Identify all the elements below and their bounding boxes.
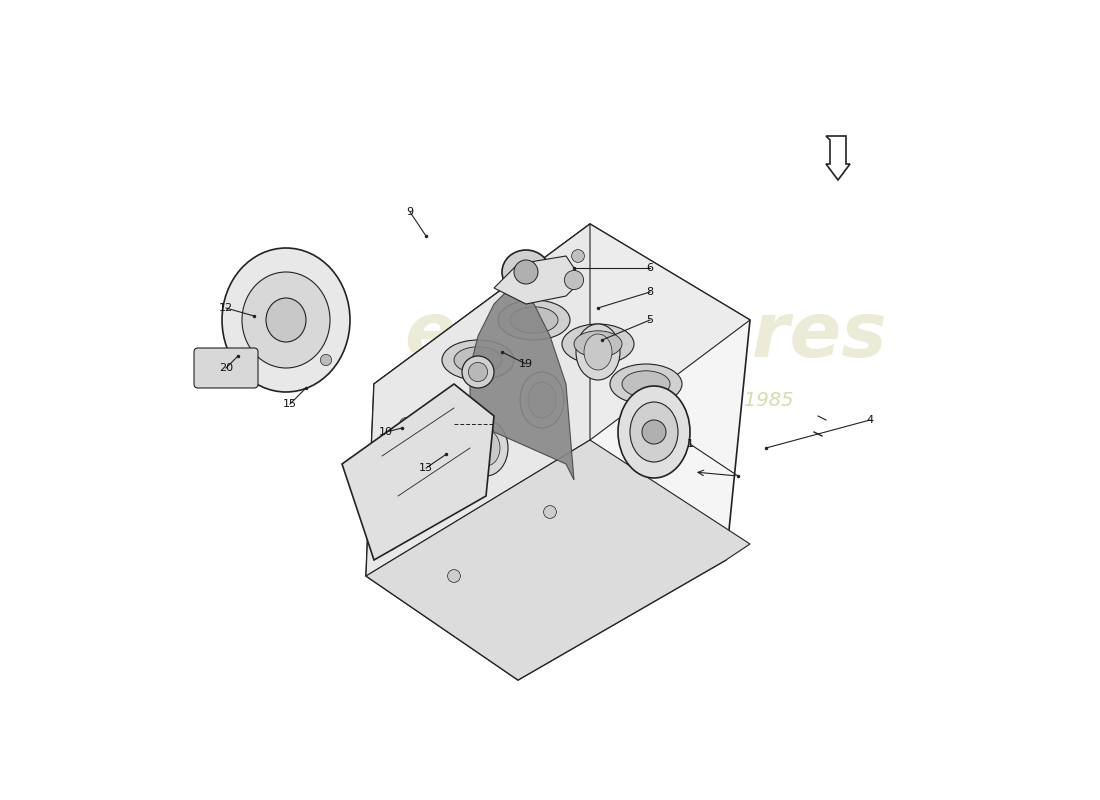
Circle shape [564, 270, 584, 290]
Text: 20: 20 [219, 363, 233, 373]
Text: 10: 10 [379, 427, 393, 437]
Polygon shape [342, 384, 494, 560]
Ellipse shape [498, 300, 570, 340]
Ellipse shape [562, 324, 634, 364]
Ellipse shape [442, 340, 514, 380]
Ellipse shape [584, 334, 612, 370]
Ellipse shape [574, 331, 622, 357]
FancyBboxPatch shape [194, 348, 258, 388]
Polygon shape [470, 288, 574, 480]
Circle shape [543, 506, 557, 518]
Ellipse shape [472, 430, 500, 466]
Circle shape [399, 418, 412, 430]
Polygon shape [374, 224, 750, 440]
Ellipse shape [222, 248, 350, 392]
Circle shape [448, 570, 461, 582]
Ellipse shape [510, 306, 558, 333]
Text: 1: 1 [686, 439, 693, 449]
Polygon shape [366, 224, 590, 576]
Text: 8: 8 [647, 287, 653, 297]
Ellipse shape [464, 420, 508, 476]
Ellipse shape [528, 382, 556, 418]
Polygon shape [366, 224, 750, 680]
Circle shape [514, 260, 538, 284]
Ellipse shape [576, 324, 620, 380]
Ellipse shape [520, 372, 564, 428]
Ellipse shape [621, 370, 670, 397]
Polygon shape [494, 256, 582, 304]
Text: 9: 9 [406, 207, 414, 217]
Circle shape [384, 538, 396, 550]
Ellipse shape [610, 364, 682, 404]
Text: 19: 19 [519, 359, 534, 369]
Text: a passion for parts since 1985: a passion for parts since 1985 [498, 390, 793, 410]
Circle shape [642, 420, 666, 444]
Circle shape [572, 250, 584, 262]
Ellipse shape [618, 386, 690, 478]
Ellipse shape [408, 478, 436, 514]
Ellipse shape [454, 346, 502, 373]
Text: 15: 15 [283, 399, 297, 409]
Ellipse shape [630, 402, 678, 462]
Ellipse shape [266, 298, 306, 342]
Ellipse shape [502, 250, 550, 294]
Text: 6: 6 [647, 263, 653, 273]
Ellipse shape [400, 468, 444, 524]
Polygon shape [366, 440, 750, 680]
Text: 13: 13 [419, 463, 433, 473]
Ellipse shape [462, 356, 494, 388]
Text: 4: 4 [867, 415, 873, 425]
Text: 12: 12 [219, 303, 233, 313]
Text: eurospares: eurospares [405, 299, 888, 373]
Text: 5: 5 [647, 315, 653, 325]
Ellipse shape [242, 272, 330, 368]
Circle shape [320, 354, 331, 366]
Circle shape [469, 362, 487, 382]
